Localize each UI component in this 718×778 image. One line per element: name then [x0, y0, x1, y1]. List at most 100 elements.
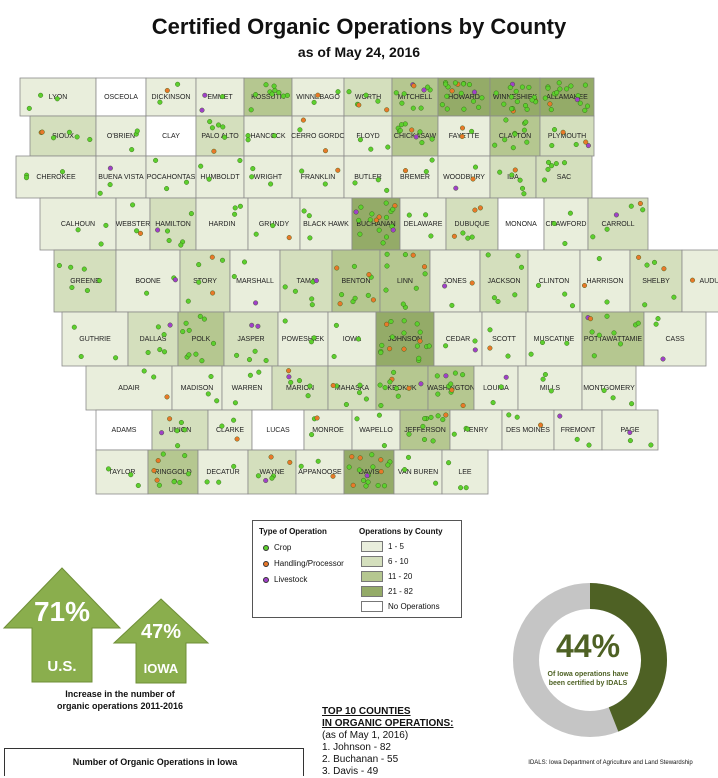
county-shape [441, 449, 489, 495]
county-jasper: JASPER [223, 311, 279, 367]
crop-dot [515, 253, 521, 259]
county-label: O'BRIEN [107, 133, 135, 140]
crop-dot [292, 288, 298, 294]
county-shape [95, 155, 147, 199]
county-shape [501, 409, 555, 451]
handling-dot [470, 176, 476, 182]
county-label: MADISON [181, 385, 214, 392]
crop-dot [476, 104, 482, 110]
crop-dot [596, 256, 602, 262]
county-shape [629, 249, 683, 313]
crop-dot [166, 237, 172, 243]
crop-dot [204, 479, 210, 485]
crop-dot [401, 330, 407, 336]
crop-dot [402, 252, 408, 258]
handling-dot [459, 133, 465, 139]
donut-percent: 44% [555, 628, 621, 664]
county-hancock: HANCOCK [243, 115, 293, 157]
county-label: CERRO GORDO [291, 133, 345, 140]
crop-dot [529, 97, 535, 103]
county-label: MARSHALL [236, 278, 274, 285]
crop-dot [276, 90, 282, 96]
county-label: PALO ALTO [201, 133, 239, 140]
crop-dot [234, 352, 240, 358]
crop-dot [512, 131, 518, 137]
county-clay: CLAY [145, 115, 197, 157]
crop-dot [463, 485, 469, 491]
handling-dot [637, 200, 643, 206]
crop-dot [406, 212, 412, 218]
crop-dot [38, 92, 44, 98]
crop-dot [256, 369, 262, 375]
crop-dot [178, 242, 184, 248]
crop-dot [548, 388, 554, 394]
crop-dot [309, 302, 315, 308]
crop-dot [546, 159, 552, 165]
county-cherokee: CHEROKEE [15, 155, 97, 199]
county-label: DES MOINES [506, 427, 550, 434]
crop-dot [385, 144, 391, 150]
crop-dot [60, 169, 66, 175]
county-shape [145, 77, 197, 117]
crop-dot [208, 374, 214, 380]
crop-dot [164, 228, 170, 234]
handling-dot [636, 254, 642, 260]
crop-dot [640, 207, 646, 213]
crop-dot [220, 124, 226, 130]
crop-dot [548, 107, 554, 113]
handling-dot [323, 148, 329, 154]
crop-dot [185, 298, 191, 304]
crop-dot [309, 296, 315, 302]
crop-dot [365, 479, 371, 485]
livestock-dot [613, 212, 619, 218]
crop-dot [552, 127, 558, 133]
handling-dot [449, 387, 455, 393]
crop-dot [269, 475, 275, 481]
crop-dot [487, 327, 493, 333]
county-montgomery: MONTGOMERY [581, 365, 637, 411]
county-dickinson: DICKINSON [145, 77, 197, 117]
handling-dot [451, 233, 457, 239]
crop-dot [369, 452, 375, 458]
legend-range-2-label: 6 - 10 [388, 557, 409, 566]
idals-note: IDALS: Iowa Department of Agriculture an… [528, 760, 693, 766]
crop-dot [268, 181, 274, 187]
handling-dot [357, 455, 363, 461]
crop-dot [301, 208, 307, 214]
crop-dot [308, 339, 314, 345]
county-sioux: SIOUX [29, 115, 97, 157]
crop-dot [642, 302, 648, 308]
donut-caption: Of Iowa operations have been certified b… [538, 670, 638, 688]
crop-dot [205, 391, 211, 397]
crop-dot [356, 467, 362, 473]
crop-dot [357, 390, 363, 396]
crop-dot [363, 396, 369, 402]
crop-dot [564, 86, 570, 92]
crop-dot [401, 318, 407, 324]
crop-dot [198, 163, 204, 169]
crop-dot [644, 262, 650, 268]
legend-range-4: 21 - 82 [361, 586, 413, 597]
crop-dot [376, 412, 382, 418]
crop-dot [542, 95, 548, 101]
county-label: LINN [397, 278, 413, 285]
crop-dot [183, 320, 189, 326]
crop-dot [298, 463, 304, 469]
county-label: MONONA [505, 221, 537, 228]
county-union: UNION [151, 409, 209, 451]
crop-dot [379, 342, 385, 348]
county-clinton: CLINTON [527, 249, 581, 313]
crop-dot [417, 129, 423, 135]
crop-dot [248, 107, 254, 113]
crop-dot [343, 402, 349, 408]
crop-dot [135, 483, 141, 489]
crop-dot [384, 187, 390, 193]
livestock-dot [585, 143, 591, 149]
county-shape [279, 249, 333, 313]
county-osceola: OSCEOLA [95, 77, 147, 117]
county-label: DELAWARE [404, 221, 443, 228]
crop-dot [370, 464, 376, 470]
iowa-arrow-icon [112, 598, 210, 684]
county-shape [343, 155, 393, 199]
crop-dot [78, 354, 84, 360]
